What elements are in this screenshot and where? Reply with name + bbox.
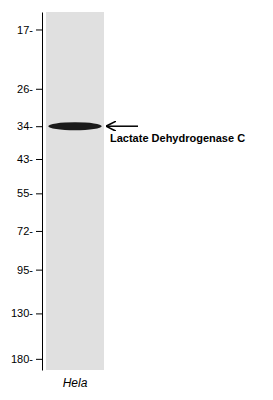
y-tick-mark bbox=[36, 89, 42, 90]
marks bbox=[46, 12, 104, 370]
lane bbox=[46, 12, 104, 370]
y-tick-label: 26- bbox=[17, 83, 33, 95]
y-tick-label: 34- bbox=[17, 120, 33, 132]
y-tick: 17- bbox=[17, 23, 42, 35]
sample-label: Hela bbox=[63, 376, 88, 390]
y-axis-line bbox=[42, 13, 43, 371]
y-tick-label: 55- bbox=[17, 187, 33, 199]
y-tick-mark bbox=[36, 231, 42, 232]
band bbox=[48, 122, 101, 130]
y-tick-mark bbox=[36, 193, 42, 194]
y-tick-mark bbox=[36, 126, 42, 127]
y-tick-mark bbox=[36, 29, 42, 30]
y-tick-mark bbox=[36, 313, 42, 314]
x-axis: Hela bbox=[63, 376, 88, 390]
chart: 180- 130- 95- 72- 55- 43- 34- 26- 17- Hela Lactate… bbox=[0, 0, 273, 400]
y-tick-label: 180- bbox=[11, 353, 33, 365]
y-tick-label: 95- bbox=[17, 264, 33, 276]
y-tick: 26- bbox=[17, 83, 42, 95]
y-tick-label: 130- bbox=[11, 307, 33, 319]
plot: 180- 130- 95- 72- 55- 43- 34- 26- 17- Hela Lactate… bbox=[11, 12, 245, 390]
y-tick: 43- bbox=[17, 153, 42, 165]
y-axis: 180- 130- 95- 72- 55- 43- 34- 26- 17- bbox=[11, 13, 43, 371]
y-tick: 180- bbox=[11, 353, 42, 365]
y-tick-label: 72- bbox=[17, 225, 33, 237]
y-tick: 34- bbox=[17, 120, 42, 132]
annotation-label: Lactate Dehydrogenase C bbox=[110, 132, 245, 144]
y-tick-label: 43- bbox=[17, 153, 33, 165]
y-tick-mark bbox=[36, 159, 42, 160]
y-tick: 95- bbox=[17, 264, 42, 276]
y-tick-label: 17- bbox=[17, 23, 33, 35]
y-tick: 72- bbox=[17, 225, 42, 237]
x-tick: Hela bbox=[63, 376, 88, 390]
y-tick-mark bbox=[36, 270, 42, 271]
y-tick: 55- bbox=[17, 187, 42, 199]
y-tick: 130- bbox=[11, 307, 42, 319]
annotation-arrow bbox=[107, 125, 138, 127]
y-tick-mark bbox=[36, 359, 42, 360]
